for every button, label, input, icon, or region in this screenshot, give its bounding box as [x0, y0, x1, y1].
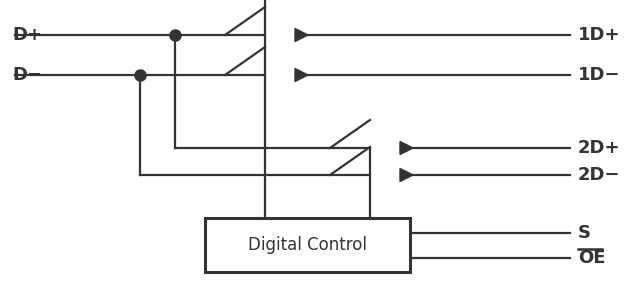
Bar [205, 218, 410, 272]
Text: D+: D+ [12, 26, 42, 44]
Text: Digital Control: Digital Control [248, 236, 367, 254]
Text: 1D−: 1D− [578, 66, 620, 84]
Polygon shape [295, 29, 308, 42]
Text: D−: D− [12, 66, 42, 84]
Text: 1D+: 1D+ [578, 26, 620, 44]
Text: 2D+: 2D+ [578, 139, 620, 157]
Polygon shape [400, 141, 413, 155]
Polygon shape [295, 68, 308, 81]
Text: 2D−: 2D− [578, 166, 620, 184]
Text: OE: OE [578, 249, 606, 267]
Polygon shape [400, 168, 413, 182]
Text: S: S [578, 224, 591, 242]
